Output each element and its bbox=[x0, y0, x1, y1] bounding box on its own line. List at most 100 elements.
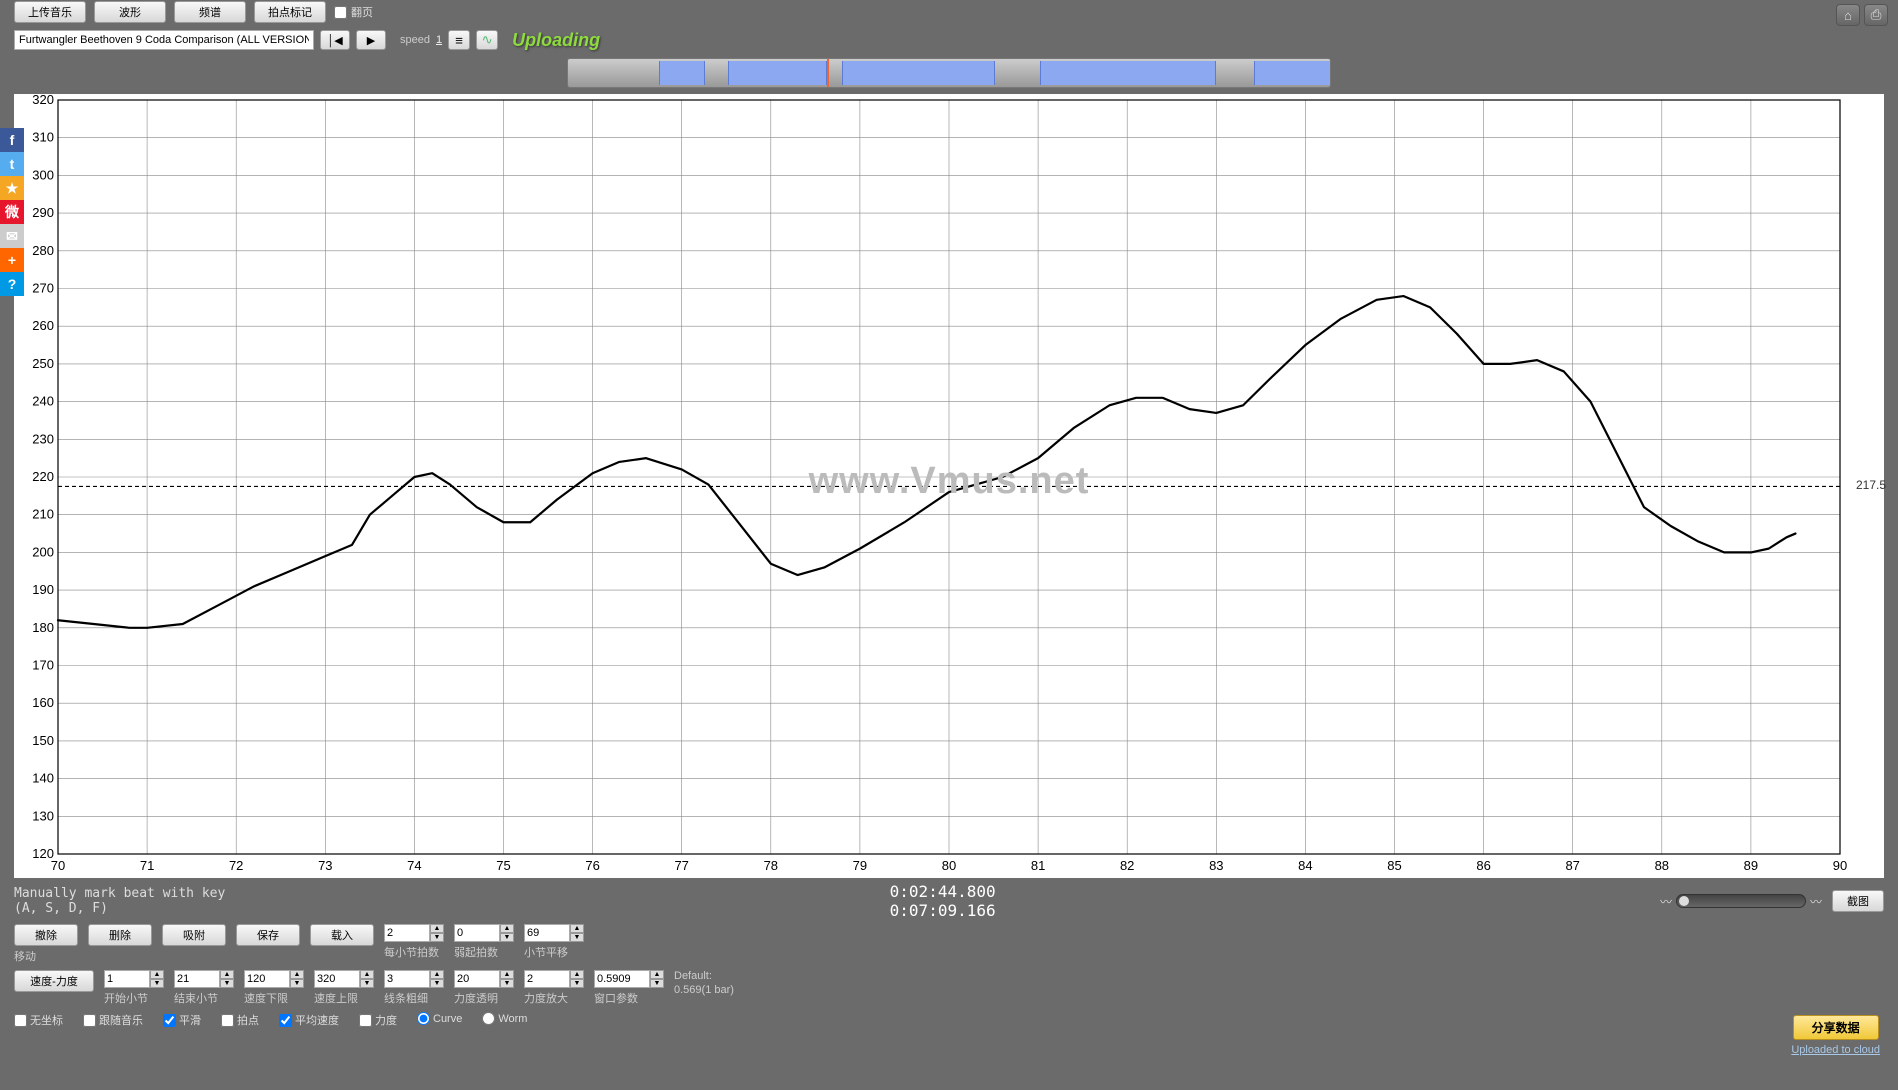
end-bar-label: 结束小节 bbox=[174, 990, 218, 1006]
plus-icon[interactable]: + bbox=[0, 248, 24, 272]
pickup-beats-down[interactable]: ▼ bbox=[500, 933, 514, 942]
beats-per-bar-up[interactable]: ▲ bbox=[430, 924, 444, 933]
tempo-max-up[interactable]: ▲ bbox=[360, 970, 374, 979]
dyn-trans-up[interactable]: ▲ bbox=[500, 970, 514, 979]
line-width-input[interactable] bbox=[384, 970, 430, 988]
undo-button[interactable]: 撤除 bbox=[14, 924, 78, 946]
zoom-slider[interactable]: 〰 〰 bbox=[1660, 893, 1822, 910]
avg-tempo-checkbox[interactable] bbox=[279, 1014, 292, 1027]
follow-music-checkbox[interactable] bbox=[83, 1014, 96, 1027]
smooth-checkbox[interactable] bbox=[163, 1014, 176, 1027]
dyn-scale-input[interactable] bbox=[524, 970, 570, 988]
line-width-label: 线条粗细 bbox=[384, 990, 428, 1006]
snap-button[interactable]: 吸附 bbox=[162, 924, 226, 946]
share-data-button[interactable]: 分享数据 bbox=[1793, 1015, 1879, 1040]
bar-offset-down[interactable]: ▼ bbox=[570, 933, 584, 942]
line-width-down[interactable]: ▼ bbox=[430, 979, 444, 988]
load-button[interactable]: 载入 bbox=[310, 924, 374, 946]
top-right-icons: ⌂ ⎙ bbox=[1836, 4, 1888, 26]
svg-text:270: 270 bbox=[32, 281, 54, 296]
noaxis-label: 无坐标 bbox=[30, 1012, 63, 1028]
svg-text:170: 170 bbox=[32, 658, 54, 673]
screenshot-button[interactable]: 截图 bbox=[1832, 890, 1884, 912]
line-width-up[interactable]: ▲ bbox=[430, 970, 444, 979]
favorites-icon[interactable]: ★ bbox=[0, 176, 24, 200]
prev-button[interactable]: │◀ bbox=[320, 30, 350, 50]
home-icon[interactable]: ⌂ bbox=[1836, 4, 1860, 26]
dyn-trans-input[interactable] bbox=[454, 970, 500, 988]
svg-text:190: 190 bbox=[32, 582, 54, 597]
tempo-min-down[interactable]: ▼ bbox=[290, 979, 304, 988]
dyn-scale-up[interactable]: ▲ bbox=[570, 970, 584, 979]
time-display: 0:02:44.800 0:07:09.166 bbox=[890, 882, 996, 920]
svg-text:260: 260 bbox=[32, 318, 54, 333]
dynamics-checkbox[interactable] bbox=[359, 1014, 372, 1027]
beat-mark-button[interactable]: 拍点标记 bbox=[254, 1, 326, 23]
cloud-upload-status: Uploaded to cloud bbox=[1791, 1044, 1880, 1056]
smooth-label: 平滑 bbox=[179, 1012, 201, 1028]
curve-radio[interactable] bbox=[417, 1012, 430, 1025]
delete-button[interactable]: 删除 bbox=[88, 924, 152, 946]
default-value: 0.569(1 bar) bbox=[674, 984, 734, 996]
svg-text:90: 90 bbox=[1833, 858, 1847, 873]
svg-text:83: 83 bbox=[1209, 858, 1223, 873]
end-bar-input[interactable] bbox=[174, 970, 220, 988]
window-label: 窗口参数 bbox=[594, 990, 638, 1006]
mail-icon[interactable]: ✉ bbox=[0, 224, 24, 248]
dyn-trans-label: 力度透明 bbox=[454, 990, 498, 1006]
start-bar-down[interactable]: ▼ bbox=[150, 979, 164, 988]
tempo-max-input[interactable] bbox=[314, 970, 360, 988]
worm-radio[interactable] bbox=[482, 1012, 495, 1025]
dyn-scale-down[interactable]: ▼ bbox=[570, 979, 584, 988]
svg-text:200: 200 bbox=[32, 544, 54, 559]
page-flip-checkbox[interactable] bbox=[334, 6, 347, 19]
end-bar-up[interactable]: ▲ bbox=[220, 970, 234, 979]
bar-offset-input[interactable] bbox=[524, 924, 570, 942]
end-bar-down[interactable]: ▼ bbox=[220, 979, 234, 988]
social-sidebar: ft★微✉+? bbox=[0, 128, 24, 296]
tempo-min-input[interactable] bbox=[244, 970, 290, 988]
svg-text:79: 79 bbox=[853, 858, 867, 873]
svg-text:250: 250 bbox=[32, 356, 54, 371]
noaxis-checkbox[interactable] bbox=[14, 1014, 27, 1027]
pickup-beats-up[interactable]: ▲ bbox=[500, 924, 514, 933]
zoom-slider-track[interactable] bbox=[1676, 894, 1806, 908]
audio-waveform[interactable] bbox=[567, 58, 1331, 88]
start-bar-up[interactable]: ▲ bbox=[150, 970, 164, 979]
beats-per-bar-down[interactable]: ▼ bbox=[430, 933, 444, 942]
speed-value[interactable]: 1 bbox=[436, 34, 442, 46]
svg-text:81: 81 bbox=[1031, 858, 1045, 873]
tempo-dynamics-button[interactable]: 速度-力度 bbox=[14, 970, 94, 992]
play-button[interactable]: ▶ bbox=[356, 30, 386, 50]
beats-checkbox[interactable] bbox=[221, 1014, 234, 1027]
help-icon[interactable]: ? bbox=[0, 272, 24, 296]
zoom-slider-thumb[interactable] bbox=[1679, 896, 1689, 906]
upload-music-button[interactable]: 上传音乐 bbox=[14, 1, 86, 23]
wave-toggle-button[interactable]: ∿ bbox=[476, 30, 498, 50]
window-up[interactable]: ▲ bbox=[650, 970, 664, 979]
tempo-min-up[interactable]: ▲ bbox=[290, 970, 304, 979]
waveform-playhead[interactable] bbox=[827, 59, 829, 87]
waveform-button[interactable]: 波形 bbox=[94, 1, 166, 23]
start-bar-input[interactable] bbox=[104, 970, 150, 988]
bar-offset-up[interactable]: ▲ bbox=[570, 924, 584, 933]
pickup-beats-input[interactable] bbox=[454, 924, 500, 942]
tempo-max-down[interactable]: ▼ bbox=[360, 979, 374, 988]
twitter-icon[interactable]: t bbox=[0, 152, 24, 176]
loop-toggle-button[interactable]: ≡ bbox=[448, 30, 470, 50]
dyn-scale-label: 力度放大 bbox=[524, 990, 568, 1006]
beats-per-bar-input[interactable] bbox=[384, 924, 430, 942]
facebook-icon[interactable]: f bbox=[0, 128, 24, 152]
follow-music-label: 跟随音乐 bbox=[99, 1012, 143, 1028]
save-button[interactable]: 保存 bbox=[236, 924, 300, 946]
window-input[interactable] bbox=[594, 970, 650, 988]
weibo-icon[interactable]: 微 bbox=[0, 200, 24, 224]
tempo-chart: 1201301401501601701801902002102202302402… bbox=[14, 94, 1884, 878]
svg-text:82: 82 bbox=[1120, 858, 1134, 873]
print-icon[interactable]: ⎙ bbox=[1864, 4, 1888, 26]
window-down[interactable]: ▼ bbox=[650, 979, 664, 988]
spectrum-button[interactable]: 频谱 bbox=[174, 1, 246, 23]
dyn-trans-down[interactable]: ▼ bbox=[500, 979, 514, 988]
default-label: Default: bbox=[674, 970, 712, 982]
track-title-input[interactable] bbox=[14, 30, 314, 50]
